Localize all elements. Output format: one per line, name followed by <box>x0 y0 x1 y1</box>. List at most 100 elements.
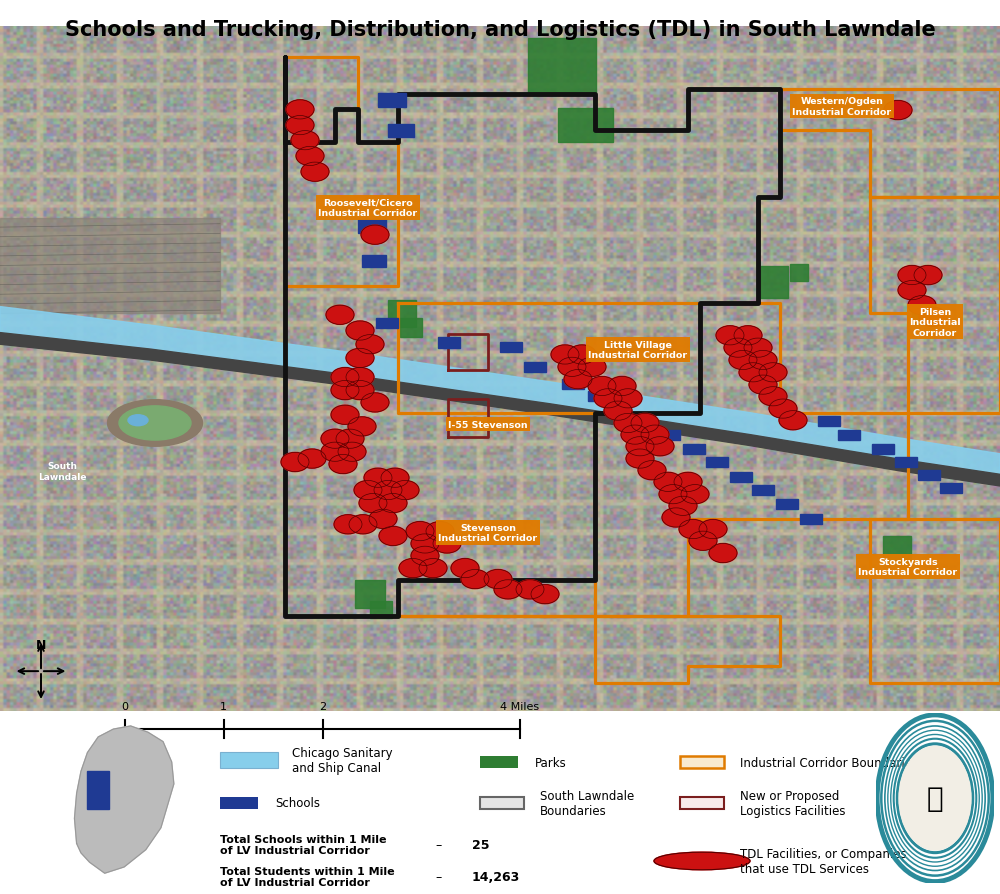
Text: 1: 1 <box>220 701 227 711</box>
Bar <box>760 267 788 299</box>
Circle shape <box>729 351 757 370</box>
Circle shape <box>331 381 359 401</box>
Text: –: – <box>435 870 441 883</box>
Circle shape <box>679 520 707 539</box>
Circle shape <box>669 497 697 516</box>
Bar <box>895 457 917 468</box>
Circle shape <box>484 569 512 589</box>
Bar <box>683 444 705 454</box>
Text: –: – <box>435 838 441 851</box>
Bar <box>918 470 940 480</box>
Polygon shape <box>0 218 220 314</box>
Text: Stockyards
Industrial Corridor: Stockyards Industrial Corridor <box>858 558 958 577</box>
Ellipse shape <box>119 407 191 441</box>
Bar <box>438 338 460 349</box>
Polygon shape <box>74 726 174 873</box>
Circle shape <box>638 461 666 480</box>
Circle shape <box>578 358 606 377</box>
Circle shape <box>364 468 392 488</box>
Circle shape <box>604 401 632 421</box>
Circle shape <box>654 852 750 870</box>
Bar <box>706 458 728 468</box>
Bar <box>872 444 894 454</box>
Circle shape <box>406 522 434 541</box>
Bar <box>500 342 522 353</box>
Circle shape <box>709 544 737 563</box>
Circle shape <box>674 473 702 492</box>
Text: Parks: Parks <box>535 756 567 769</box>
Bar <box>608 405 630 416</box>
Circle shape <box>329 455 357 474</box>
Circle shape <box>296 148 324 166</box>
Circle shape <box>359 493 387 513</box>
Circle shape <box>346 381 374 401</box>
Circle shape <box>286 101 314 120</box>
Circle shape <box>779 411 807 430</box>
Bar <box>388 125 414 138</box>
Bar <box>87 772 109 809</box>
Bar <box>220 752 278 769</box>
Circle shape <box>426 522 454 541</box>
Bar <box>376 318 398 329</box>
Circle shape <box>614 389 642 409</box>
Circle shape <box>374 481 402 500</box>
Circle shape <box>662 509 690 527</box>
Bar <box>370 602 392 619</box>
Bar <box>940 484 962 493</box>
Bar <box>480 756 518 769</box>
Bar <box>528 39 596 96</box>
Bar <box>730 472 752 482</box>
Text: South Lawndale
Boundaries: South Lawndale Boundaries <box>540 789 634 817</box>
Circle shape <box>884 101 912 121</box>
Bar <box>220 797 258 809</box>
Circle shape <box>659 485 687 504</box>
Bar <box>912 301 934 325</box>
Bar <box>588 392 610 401</box>
Bar <box>358 220 386 233</box>
Circle shape <box>399 559 427 578</box>
Circle shape <box>716 326 744 345</box>
Circle shape <box>286 116 314 136</box>
Text: 🦞: 🦞 <box>927 784 943 813</box>
Circle shape <box>919 308 947 327</box>
Circle shape <box>391 481 419 500</box>
Circle shape <box>331 406 359 425</box>
Circle shape <box>346 368 374 387</box>
Circle shape <box>641 426 669 444</box>
Ellipse shape <box>108 401 202 447</box>
Circle shape <box>621 426 649 444</box>
Text: Little Village
Industrial Corridor: Little Village Industrial Corridor <box>588 341 688 360</box>
Circle shape <box>749 375 777 395</box>
Circle shape <box>334 515 362 535</box>
Text: 0: 0 <box>122 701 128 711</box>
Circle shape <box>281 453 309 472</box>
Bar <box>776 500 798 510</box>
Circle shape <box>381 468 409 488</box>
Circle shape <box>608 377 636 396</box>
Circle shape <box>898 282 926 300</box>
Circle shape <box>516 580 544 599</box>
Circle shape <box>744 339 772 358</box>
Circle shape <box>899 746 971 850</box>
Circle shape <box>346 349 374 368</box>
Text: N: N <box>36 638 46 652</box>
Circle shape <box>369 510 397 529</box>
Circle shape <box>759 387 787 407</box>
Text: TDL Facilities, or Companies
that use TDL Services: TDL Facilities, or Companies that use TD… <box>740 847 907 875</box>
Bar <box>883 536 911 564</box>
Circle shape <box>461 569 489 589</box>
Circle shape <box>349 515 377 535</box>
Bar <box>378 94 406 107</box>
Bar <box>680 797 724 809</box>
Circle shape <box>348 417 376 436</box>
Circle shape <box>331 368 359 387</box>
Text: 4 Miles: 4 Miles <box>500 701 540 711</box>
Circle shape <box>361 226 389 245</box>
Bar <box>818 417 840 427</box>
Circle shape <box>361 393 389 412</box>
Circle shape <box>594 389 622 409</box>
Bar <box>355 581 385 608</box>
Text: Schools: Schools <box>275 797 320 809</box>
Bar <box>524 363 546 373</box>
Circle shape <box>759 363 787 383</box>
